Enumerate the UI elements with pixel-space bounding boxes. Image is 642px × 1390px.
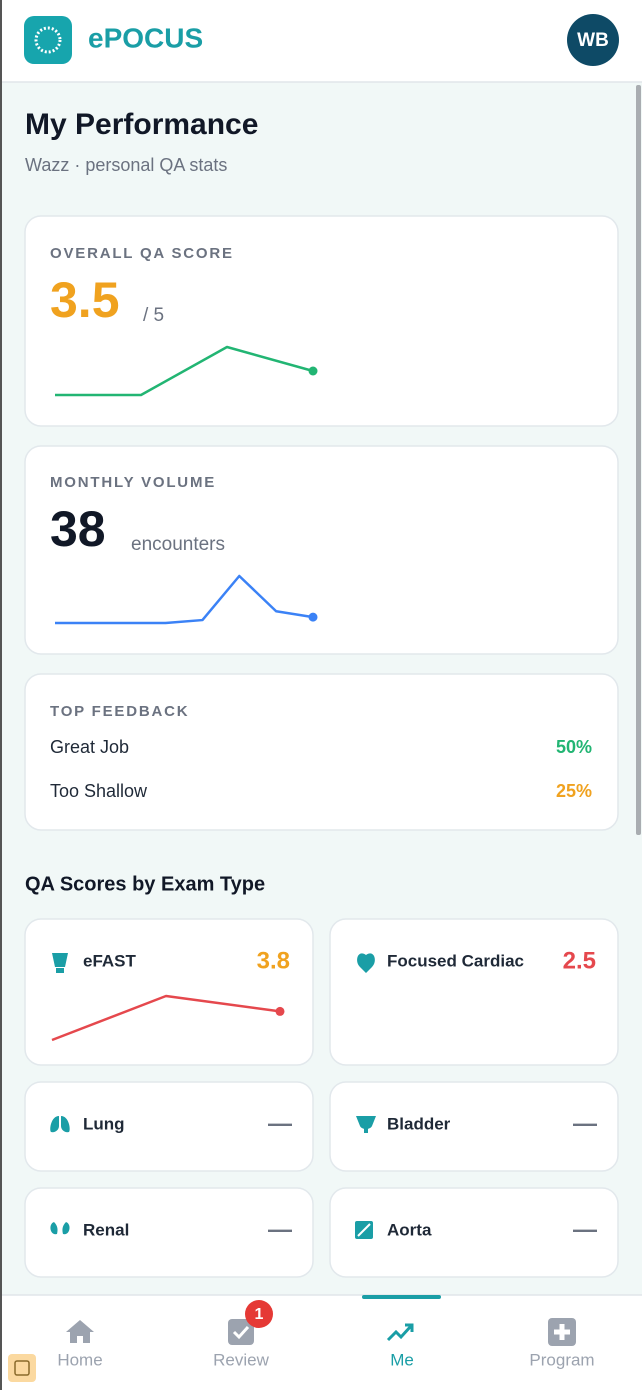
- trend-end: [308, 612, 318, 622]
- exam-score: —: [573, 1110, 597, 1137]
- trend-end: [308, 366, 318, 376]
- exam-card[interactable]: [24, 1187, 314, 1278]
- exam-name: Focused Cardiac: [387, 951, 524, 970]
- exam-icon: [50, 1222, 70, 1235]
- exam-name: Aorta: [387, 1220, 432, 1239]
- nav-label[interactable]: Home: [57, 1350, 102, 1369]
- card-label: OVERALL QA SCORE: [50, 245, 234, 262]
- badge-count: 1: [255, 1306, 264, 1323]
- exam-score: —: [573, 1216, 597, 1243]
- feedback-name: Great Job: [50, 737, 129, 757]
- exam-card[interactable]: [329, 1187, 619, 1278]
- edge: [0, 0, 2, 1390]
- exam-card[interactable]: [329, 1081, 619, 1172]
- exam-card[interactable]: [329, 918, 619, 1066]
- nav-icon-detail: [232, 1325, 250, 1340]
- nav-label[interactable]: Me: [390, 1350, 414, 1369]
- exam-score: —: [268, 1216, 292, 1243]
- exam-score: 2.5: [563, 947, 596, 974]
- score-card: [24, 215, 619, 427]
- nav-label[interactable]: Program: [529, 1350, 594, 1369]
- exam-name: eFAST: [83, 951, 137, 970]
- feedback-card: [24, 673, 619, 831]
- exam-score: 3.8: [257, 947, 290, 974]
- exam-icon: [357, 953, 375, 973]
- card-label: MONTHLY VOLUME: [50, 474, 216, 491]
- exam-card[interactable]: [24, 1081, 314, 1172]
- trend-line: [55, 345, 314, 397]
- page-subtitle: Wazz · personal QA stats: [25, 155, 227, 175]
- nav-icon[interactable]: [386, 1323, 414, 1342]
- exam-score: —: [268, 1110, 292, 1137]
- exam-icon: [50, 1116, 70, 1133]
- nav-icon[interactable]: [228, 1319, 254, 1345]
- floating-button[interactable]: [8, 1354, 36, 1382]
- scrollbar: [636, 85, 641, 835]
- trend-line: [55, 574, 314, 625]
- exam-icon: [356, 1116, 376, 1133]
- card-label: TOP FEEDBACK: [50, 703, 189, 720]
- avatar[interactable]: [567, 14, 619, 66]
- nav-label[interactable]: Review: [213, 1350, 269, 1369]
- volume-count: 38: [50, 501, 106, 557]
- feedback-name: Too Shallow: [50, 781, 148, 801]
- header: [2, 0, 642, 82]
- active-indicator: [362, 1295, 441, 1299]
- exam-name: Renal: [83, 1220, 129, 1239]
- score-max: / 5: [143, 305, 164, 326]
- feedback-share: 25%: [556, 781, 592, 801]
- avatar-initials: WB: [577, 30, 609, 51]
- overall-score: 3.5: [50, 272, 120, 328]
- feedback-share: 50%: [556, 737, 592, 757]
- floating-icon: [14, 1360, 30, 1376]
- exam-name: Lung: [83, 1114, 125, 1133]
- volume-card: [24, 445, 619, 655]
- volume-unit: encounters: [131, 534, 225, 555]
- bottom-nav: [2, 1295, 642, 1390]
- logo[interactable]: [24, 16, 72, 64]
- exam-icon: [52, 953, 68, 973]
- page-title: My Performance: [25, 108, 258, 141]
- exam-icon-detail: [357, 1223, 371, 1237]
- nav-icon-detail: [554, 1324, 570, 1340]
- brand: ePOCUS: [88, 22, 203, 53]
- exam-card[interactable]: [24, 918, 314, 1066]
- exam-name: Bladder: [387, 1114, 451, 1133]
- trend-end: [275, 1006, 285, 1016]
- trend-line: [51, 994, 281, 1042]
- logo-mark: [34, 26, 62, 54]
- badge: [245, 1300, 273, 1328]
- section-heading: QA Scores by Exam Type: [25, 873, 265, 895]
- nav-icon[interactable]: [66, 1320, 94, 1343]
